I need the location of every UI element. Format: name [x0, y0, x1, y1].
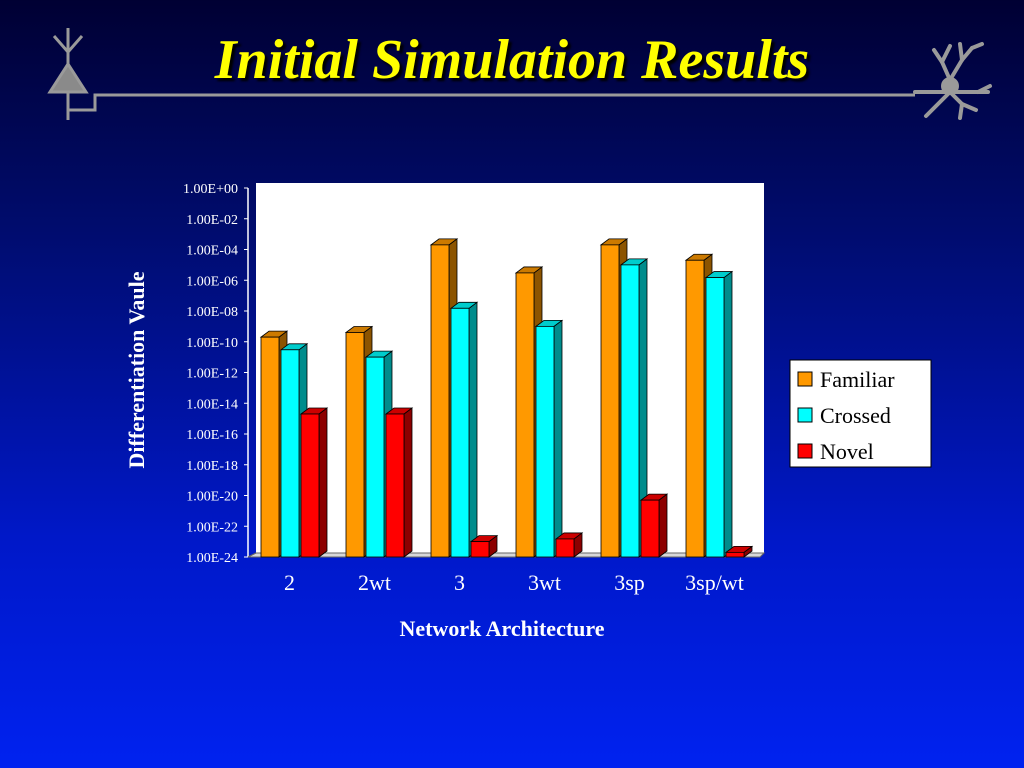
x-tick-labels: 2 2wt 3 3wt 3sp 3sp/wt [284, 570, 744, 595]
plot-area [256, 183, 764, 553]
bar-novel [299, 407, 329, 558]
dendrite-neuron-icon [913, 42, 992, 120]
y-tick-labels: 1.00E+00 1.00E-02 1.00E-04 1.00E-06 1.00E-08… [183, 182, 248, 566]
y-tick-label: 1.00E-24 [186, 551, 238, 566]
y-tick-label: 1.00E-22 [186, 520, 238, 535]
x-axis-title: Network Architecture [399, 616, 604, 641]
y-tick-label: 1.00E-08 [186, 305, 238, 320]
bars [259, 238, 754, 558]
x-tick-label: 2 [284, 570, 295, 595]
y-tick-label: 1.00E-18 [186, 459, 238, 474]
bar-novel [384, 407, 414, 558]
legend-label-familiar: Familiar [820, 367, 895, 392]
x-tick-label: 3sp/wt [685, 570, 744, 595]
x-tick-label: 3sp [614, 570, 645, 595]
y-tick-label: 1.00E-20 [186, 490, 238, 505]
bar-crossed [449, 301, 479, 558]
legend-label-novel: Novel [820, 439, 874, 464]
legend-swatch-familiar [797, 371, 813, 387]
bar-crossed [534, 319, 564, 558]
bar-crossed [704, 270, 734, 558]
y-tick-label: 1.00E-14 [186, 397, 238, 412]
legend-swatch-novel [797, 443, 813, 459]
y-tick-label: 1.00E+00 [183, 182, 238, 197]
bar-novel [554, 532, 584, 558]
x-tick-label: 3wt [528, 570, 561, 595]
neuron-symbol-icon [47, 28, 915, 120]
x-tick-label: 3 [454, 570, 465, 595]
y-tick-label: 1.00E-06 [186, 274, 238, 289]
legend-label-crossed: Crossed [820, 403, 891, 428]
bar-novel [724, 545, 754, 558]
slide-title: Initial Simulation Results [214, 29, 810, 91]
y-axis-title: Differentiation Vaule [124, 271, 149, 468]
y-tick-label: 1.00E-16 [186, 428, 238, 443]
x-tick-label: 2wt [358, 570, 391, 595]
y-tick-label: 1.00E-10 [186, 336, 238, 351]
depth-edge [247, 552, 257, 558]
legend-box [789, 359, 932, 468]
legend-swatch-crossed [797, 407, 813, 423]
y-tick-label: 1.00E-12 [186, 367, 238, 382]
y-tick-label: 1.00E-02 [186, 213, 238, 228]
y-tick-label: 1.00E-04 [186, 244, 238, 259]
bar-novel [469, 534, 499, 558]
bar-crossed [619, 258, 649, 558]
legend: Familiar Crossed Novel [789, 359, 932, 468]
bar-novel [639, 493, 669, 558]
